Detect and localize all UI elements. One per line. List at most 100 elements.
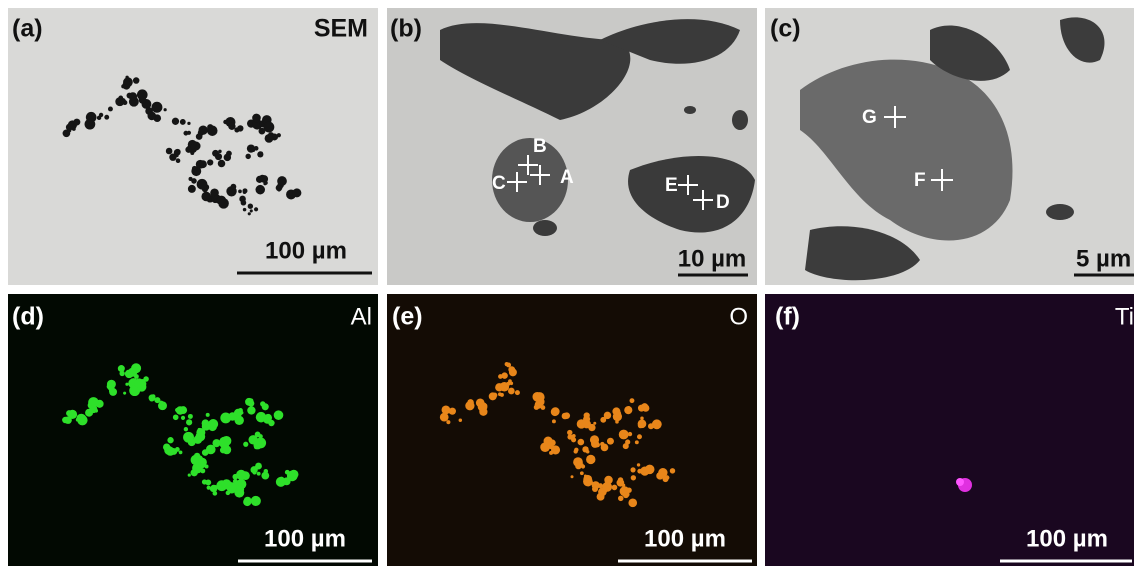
cluster-grain xyxy=(594,484,598,488)
cluster-grain xyxy=(510,382,513,385)
cluster-grain xyxy=(187,122,190,125)
scale-bar-label: 100 µm xyxy=(1026,525,1108,552)
cluster-grain xyxy=(67,128,71,132)
cluster-grain xyxy=(627,406,631,410)
cluster-grain xyxy=(562,413,569,420)
cluster-grain xyxy=(199,160,207,168)
cluster-grain xyxy=(260,401,265,406)
cluster-grain xyxy=(537,398,545,406)
cluster-grain xyxy=(641,403,648,410)
cluster-grain xyxy=(604,412,611,419)
cluster-grain xyxy=(640,416,643,419)
scale-bar-label: 100 µm xyxy=(265,237,347,264)
cluster-grain xyxy=(89,113,96,120)
cluster-grain xyxy=(125,383,128,386)
cluster-grain xyxy=(188,473,191,476)
cluster-grain xyxy=(540,442,550,452)
cluster-grain xyxy=(200,463,206,469)
cluster-grain xyxy=(590,435,599,444)
cluster-grain xyxy=(173,414,179,420)
panel-label: (c) xyxy=(770,15,801,43)
cluster-grain xyxy=(551,407,560,416)
cluster-grain xyxy=(500,393,504,397)
cluster-grain xyxy=(274,410,284,420)
cluster-grain xyxy=(196,466,199,469)
cluster-grain xyxy=(602,488,608,494)
cluster-grain xyxy=(243,498,251,506)
cluster-grain xyxy=(176,158,181,163)
cluster-grain xyxy=(552,419,556,423)
cluster-grain xyxy=(180,119,186,125)
cluster-grain xyxy=(190,151,194,155)
cluster-grain xyxy=(192,166,197,171)
cluster-grain xyxy=(181,416,185,420)
cluster-grain xyxy=(243,442,248,447)
cluster-grain xyxy=(601,444,609,452)
cluster-grain xyxy=(248,203,253,208)
cluster-grain xyxy=(201,192,211,202)
cluster-grain xyxy=(248,212,251,215)
cluster-grain xyxy=(630,398,635,403)
cluster-grain xyxy=(508,388,515,395)
figure: A B C D E G F (a) (b) (c) (d) (e) (f) SE… xyxy=(0,0,1134,569)
panel-tag: SEM xyxy=(314,15,368,43)
cluster-grain xyxy=(571,437,576,442)
cluster-grain xyxy=(119,371,124,376)
cluster-grain xyxy=(232,474,238,480)
cluster-grain xyxy=(515,390,520,395)
cluster-grain xyxy=(206,413,210,417)
cluster-grain xyxy=(252,470,256,474)
cluster-grain xyxy=(255,463,262,470)
cluster-grain xyxy=(586,450,590,454)
cluster-grain xyxy=(245,154,250,159)
cluster-grain xyxy=(575,463,581,469)
cluster-grain xyxy=(238,190,242,194)
cluster-grain xyxy=(607,438,614,445)
cluster-grain xyxy=(213,491,218,496)
cluster-grain xyxy=(186,419,192,425)
cluster-grain xyxy=(484,404,487,407)
cluster-grain xyxy=(237,485,245,493)
cluster-grain xyxy=(492,393,497,398)
cluster-grain xyxy=(623,443,629,449)
cluster-grain xyxy=(630,467,635,472)
cluster-grain xyxy=(574,449,578,453)
cluster-grain xyxy=(175,408,179,412)
cluster-grain xyxy=(202,479,207,484)
panel-label: (a) xyxy=(12,15,43,43)
cluster-grain xyxy=(292,188,301,197)
cluster-grain xyxy=(277,176,287,186)
cluster-grain xyxy=(255,431,261,437)
point-label: F xyxy=(914,170,926,191)
cluster-grain xyxy=(597,493,605,501)
cluster-grain xyxy=(631,475,636,480)
cluster-grain xyxy=(247,406,255,414)
cluster-grain xyxy=(171,448,178,455)
cluster-grain xyxy=(224,154,231,161)
particle xyxy=(732,110,748,130)
cluster-grain xyxy=(213,485,217,489)
cluster-grain xyxy=(76,414,86,424)
cluster-grain xyxy=(249,398,253,402)
cluster-grain xyxy=(121,84,125,88)
cluster-grain xyxy=(147,112,156,121)
cluster-grain xyxy=(265,134,274,143)
cluster-grain xyxy=(637,469,642,474)
cluster-grain xyxy=(218,160,226,168)
cluster-grain xyxy=(665,475,670,480)
cluster-grain xyxy=(167,437,173,443)
cluster-grain xyxy=(153,103,162,112)
cluster-grain xyxy=(194,453,200,459)
particle xyxy=(684,106,696,114)
cluster-grain xyxy=(73,119,80,126)
cluster-grain xyxy=(161,406,165,410)
cluster-grain xyxy=(200,127,203,130)
cluster-grain xyxy=(580,471,584,475)
cluster-grain xyxy=(619,430,629,440)
cluster-grain xyxy=(584,412,590,418)
point-label: E xyxy=(665,175,678,196)
cluster-grain xyxy=(236,409,240,413)
cluster-grain xyxy=(638,423,643,428)
point-label: B xyxy=(533,136,547,157)
cluster-grain xyxy=(509,368,517,376)
